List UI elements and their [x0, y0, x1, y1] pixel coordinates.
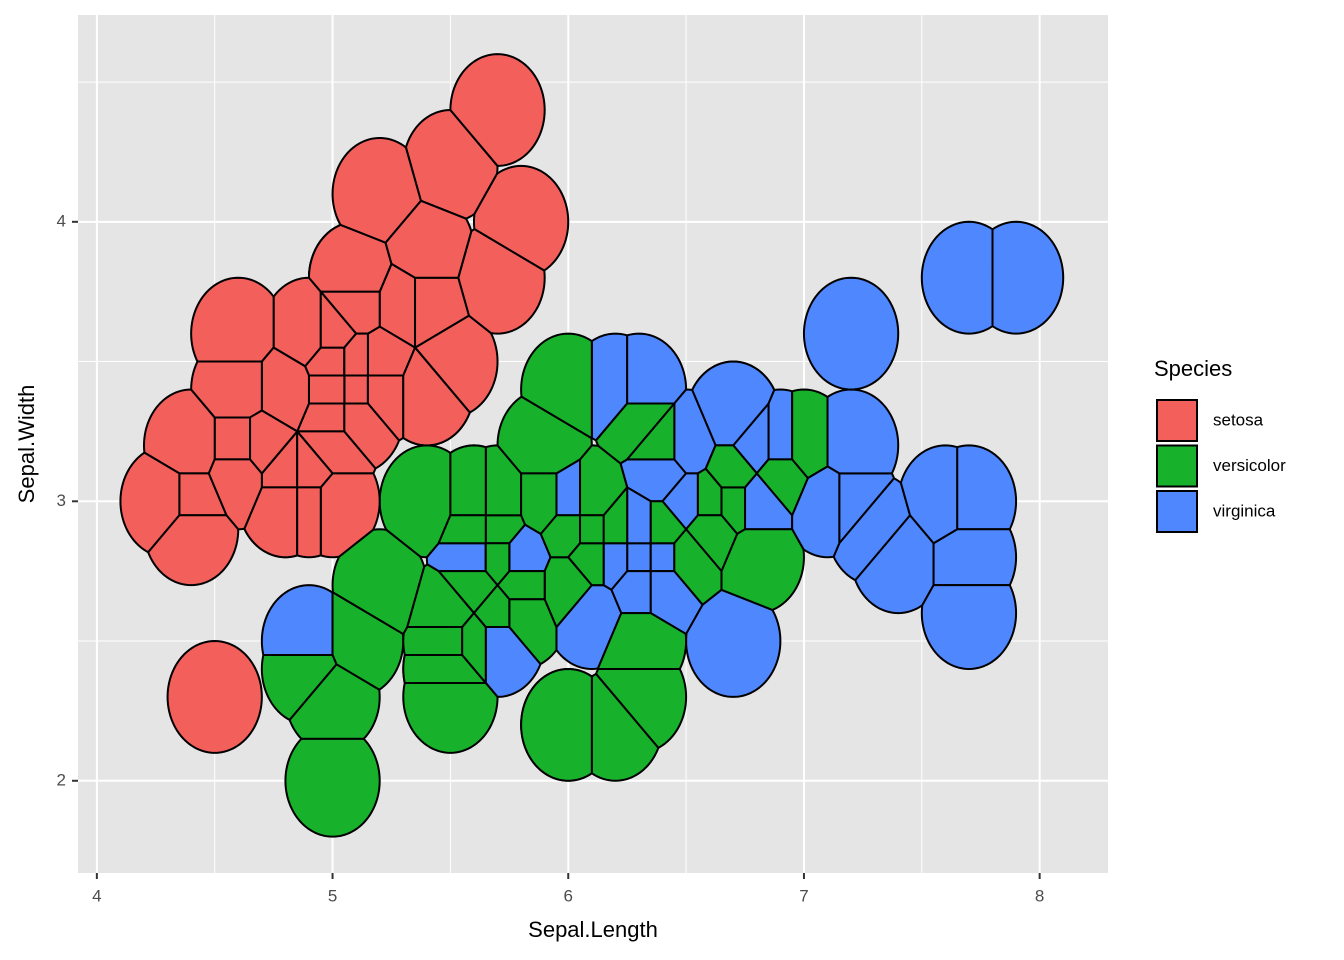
voronoi-tile [595, 667, 688, 749]
voronoi-tile [260, 654, 338, 721]
voronoi-tile [956, 444, 1018, 531]
voronoi-tile [696, 467, 723, 517]
voronoi-tile [626, 402, 676, 461]
voronoi-tile [384, 199, 473, 279]
y-tick-label: 2 [57, 770, 66, 789]
voronoi-tile [190, 276, 275, 363]
voronoi-tile [704, 444, 758, 489]
voronoi-tile [832, 477, 912, 582]
legend-label: versicolor [1213, 456, 1286, 475]
voronoi-tile [249, 409, 299, 475]
voronoi-tile [414, 314, 499, 414]
voronoi-tile [579, 514, 605, 545]
voronoi-tile [720, 528, 805, 611]
legend-key [1156, 444, 1198, 488]
voronoi-tile [319, 472, 381, 559]
x-tick-label: 7 [799, 886, 808, 905]
voronoi-tile [826, 388, 900, 475]
voronoi-tile [307, 374, 346, 405]
legend-label: setosa [1213, 410, 1264, 429]
legend-key [1156, 399, 1198, 442]
y-tick-label: 3 [57, 491, 66, 510]
voronoi-tile [449, 444, 487, 517]
voronoi-tile [626, 332, 688, 405]
legend-title: Species [1154, 356, 1232, 381]
voronoi-tile [331, 136, 422, 244]
voronoi-tile [484, 626, 542, 698]
voronoi-tile [343, 402, 401, 470]
voronoi-tile [484, 542, 511, 587]
voronoi-tile [920, 584, 1018, 670]
voronoi-tile [520, 472, 558, 535]
voronoi-tile [147, 514, 240, 587]
voronoi-tile [691, 360, 776, 447]
voronoi-tile [920, 220, 994, 335]
voronoi-tile [402, 626, 464, 657]
voronoi-tile [595, 402, 676, 465]
voronoi-tile [649, 542, 676, 573]
voronoi-tile [119, 451, 181, 554]
voronoi-tile [472, 164, 570, 272]
tiles [119, 53, 1065, 838]
legend-label: virginica [1213, 501, 1276, 520]
voronoi-tile [284, 737, 381, 838]
x-tick-label: 6 [564, 886, 573, 905]
voronoi-tile [402, 681, 499, 754]
voronoi-tile [854, 514, 935, 615]
voronoi-tile [626, 542, 652, 573]
voronoi-tile [596, 612, 688, 670]
axes: 4 5 6 7 8 2 3 4 [57, 211, 1045, 905]
legend: Species setosa versicolor virginica [1154, 356, 1286, 533]
voronoi-tile [213, 416, 252, 461]
voronoi-tile [461, 612, 487, 684]
voronoi-tile [590, 672, 660, 782]
voronoi-tile [673, 528, 723, 606]
voronoi-tile [207, 458, 263, 531]
voronoi-tile [166, 640, 263, 754]
x-axis-title: Sepal.Length [528, 917, 658, 942]
voronoi-tile [555, 584, 623, 670]
x-tick-label: 5 [328, 886, 337, 905]
voronoi-tile [343, 374, 369, 405]
y-tick-label: 4 [57, 211, 66, 230]
voronoi-tile [449, 53, 546, 167]
y-axis-title: Sepal.Width [14, 385, 39, 504]
legend-key [1156, 490, 1198, 533]
voronoi-tile [437, 514, 487, 545]
voronoi-tile [402, 346, 471, 447]
voronoi-tile [802, 276, 900, 391]
voronoi-tile [791, 388, 829, 479]
voronoi-tile [496, 395, 593, 475]
voronoi-tile [260, 584, 334, 657]
voronoi-tile [343, 332, 369, 377]
x-tick-label: 4 [92, 886, 101, 905]
voronoi-tile [331, 528, 426, 635]
voronoi-tile [520, 332, 593, 440]
voronoi-tile [899, 444, 959, 545]
voronoi-tile [520, 667, 593, 782]
voronoi-tile [932, 528, 1018, 587]
x-tick-label: 8 [1035, 886, 1044, 905]
voronoi-tile [296, 486, 322, 559]
voronoi-tile [243, 486, 299, 559]
voronoi-tile [767, 388, 794, 461]
